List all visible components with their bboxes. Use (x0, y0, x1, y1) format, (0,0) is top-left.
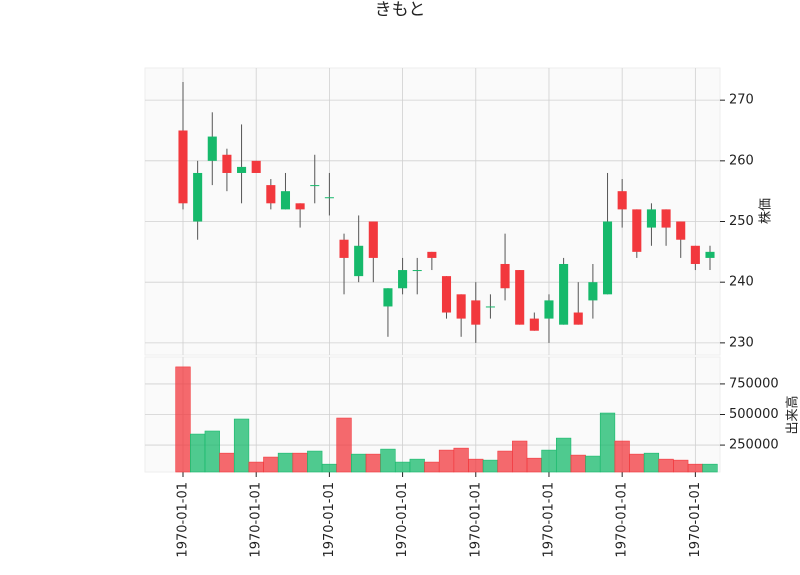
volume-bar (292, 452, 308, 473)
candle-body (427, 251, 437, 258)
x-tick-label: 1970-01-01 (322, 482, 337, 558)
candle-body (617, 191, 627, 210)
candle-body (354, 245, 364, 277)
x-tick-label: 1970-01-01 (395, 482, 410, 558)
candle-body (412, 270, 422, 272)
candle-body (178, 130, 188, 204)
chart-title: きもと (375, 0, 426, 20)
x-tick-label: 1970-01-01 (688, 482, 703, 558)
volume-bar (468, 458, 484, 473)
x-tick-label: 1970-01-01 (615, 482, 630, 558)
volume-bar (673, 459, 689, 473)
y-tick-label: 240 (729, 275, 754, 290)
candle-body (441, 276, 452, 313)
x-tick-label: 1970-01-01 (468, 482, 483, 558)
volume-bar (687, 463, 703, 473)
y-tick-label: 260 (729, 153, 754, 168)
candle-body (485, 306, 495, 308)
candle-body (559, 263, 569, 325)
candle-body (207, 136, 217, 161)
volume-bar (409, 458, 425, 473)
volume-bar (526, 457, 542, 473)
candle-body (310, 185, 320, 187)
volume-bar (307, 450, 323, 473)
volume-bar (394, 461, 411, 473)
volume-axis-label: 出来高 (785, 395, 800, 434)
volume-bar (658, 458, 674, 473)
candle-body (339, 239, 349, 258)
y-tick-label: 230 (729, 335, 754, 350)
volume-bar (336, 417, 352, 473)
candle-body (280, 191, 291, 210)
volume-tick-label: 750000 (729, 376, 779, 391)
candle-body (544, 300, 554, 319)
volume-bar (190, 433, 206, 473)
volume-bar (277, 452, 294, 473)
candle-body (602, 221, 613, 295)
candle-body (398, 270, 408, 289)
volume-bar (424, 461, 440, 473)
volume-bar (643, 452, 660, 473)
volume-bar (570, 454, 586, 473)
candle-body (705, 251, 715, 258)
candle-body (295, 203, 305, 210)
volume-bar (482, 459, 499, 473)
volume-bar (233, 418, 250, 473)
volume-bar (702, 463, 718, 473)
candle-body (456, 294, 466, 319)
volume-bar (438, 449, 455, 473)
candle-body (471, 300, 481, 325)
candle-body (573, 312, 583, 325)
candle-body (324, 197, 334, 199)
volume-bar (512, 440, 528, 473)
candle-body (588, 282, 598, 301)
volume-bar (380, 448, 396, 473)
volume-bar (263, 456, 279, 473)
volume-bar (585, 455, 601, 473)
volume-bar (614, 440, 630, 473)
candle-body (368, 221, 378, 258)
volume-bar (204, 430, 220, 473)
x-tick-label: 1970-01-01 (541, 482, 556, 558)
x-tick-label: 1970-01-01 (249, 482, 264, 558)
price-panel (144, 67, 721, 356)
candle-body (193, 172, 203, 222)
volume-bar (219, 452, 235, 473)
candle-body (383, 288, 393, 307)
candle-body (515, 270, 525, 325)
candle-body (676, 221, 686, 240)
volume-bar (248, 461, 264, 473)
candle-body (690, 245, 700, 264)
volume-tick-label: 500000 (729, 407, 779, 422)
candle-body (632, 209, 642, 252)
candle-body (237, 166, 247, 173)
candle-body (529, 318, 539, 331)
volume-bar (321, 463, 338, 473)
y-tick-label: 250 (729, 214, 754, 229)
candle-body (266, 185, 276, 204)
candle-body (251, 160, 261, 173)
volume-bar (351, 453, 367, 473)
candle-body (500, 263, 510, 289)
volume-bar (453, 447, 469, 473)
volume-bar (541, 449, 557, 473)
volume-bar (629, 453, 645, 473)
volume-bar (365, 453, 381, 473)
y-axis-label: 株価 (759, 198, 774, 224)
volume-bar (555, 437, 572, 473)
candle-body (646, 209, 656, 228)
volume-bar (497, 450, 513, 473)
volume-bar (175, 366, 191, 473)
candle-body (661, 209, 671, 228)
volume-bar (599, 412, 616, 473)
x-tick-label: 1970-01-01 (176, 482, 191, 558)
volume-tick-label: 250000 (729, 438, 779, 453)
candle-body (222, 154, 232, 173)
y-tick-label: 270 (729, 93, 754, 108)
